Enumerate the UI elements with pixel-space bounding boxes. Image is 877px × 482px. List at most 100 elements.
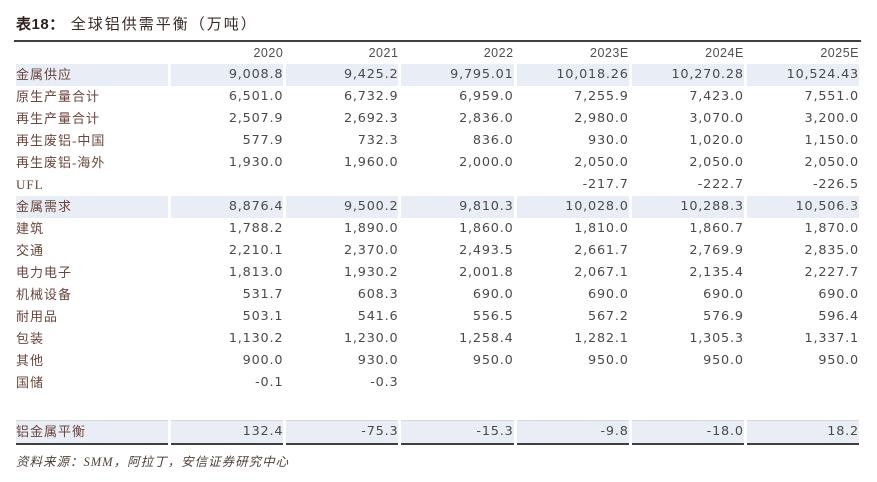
- value-cell: 7,255.9: [574, 89, 629, 104]
- value-cell: 576.9: [703, 309, 744, 324]
- table-row: 交通 2,210.1 2,370.0 2,493.5 2,661.7 2,769.9 2,8…: [16, 240, 859, 262]
- value-cell: 950.0: [472, 353, 514, 368]
- value-cell: 2,067.1: [574, 265, 629, 280]
- header-year-cell: 2024E: [705, 46, 744, 60]
- row-label-cell: 国储: [16, 375, 45, 390]
- value-cell: 18.2: [746, 421, 859, 445]
- value-cell: 10,288.3: [631, 196, 744, 218]
- table-row: 再生废铝-海外 1,930.0 1,960.0 2,000.0 2,050.0 2,050…: [16, 152, 859, 174]
- value-cell: 1,282.1: [574, 331, 629, 346]
- value-cell: 3,070.0: [689, 111, 744, 126]
- value-cell: 1,150.0: [804, 133, 859, 148]
- value-cell: 596.4: [818, 309, 859, 324]
- row-label-cell: 耐用品: [16, 309, 59, 324]
- value-cell: 1,788.2: [228, 221, 284, 236]
- value-cell: 2,135.4: [689, 265, 744, 280]
- value-cell: 1,860.7: [689, 221, 744, 236]
- value-cell: [171, 174, 283, 196]
- row-label-cell: 金属供应: [16, 64, 169, 86]
- header-corner-cell: [16, 42, 168, 64]
- value-cell: [516, 394, 629, 421]
- value-cell: 8,876.4: [171, 196, 284, 218]
- value-cell: 1,930.0: [228, 155, 284, 170]
- value-cell: 556.5: [472, 309, 514, 324]
- row-label-cell: [16, 394, 169, 421]
- value-cell: 950.0: [588, 353, 629, 368]
- value-cell: 6,732.9: [343, 89, 399, 104]
- row-label-cell: 机械设备: [16, 287, 73, 302]
- years-header-row: 2020 2021 2022 2023E 2024E 2025E: [16, 42, 859, 64]
- value-cell: -9.8: [516, 421, 629, 445]
- value-cell: 950.0: [818, 353, 859, 368]
- value-cell: 9,008.8: [171, 64, 284, 86]
- value-cell: [747, 372, 859, 394]
- row-label-cell: 再生废铝-海外: [16, 155, 106, 170]
- value-cell: 9,500.2: [286, 196, 399, 218]
- value-cell: [286, 174, 398, 196]
- value-cell: 2,210.1: [228, 243, 284, 258]
- supply-demand-table: 2020 2021 2022 2023E 2024E 2025E 金属供应 9,0…: [13, 42, 862, 445]
- table-row: 再生产量合计 2,507.9 2,692.3 2,836.0 2,980.0 3,070.…: [16, 108, 859, 130]
- value-cell: 2,692.3: [343, 111, 399, 126]
- value-cell: -75.3: [286, 421, 399, 445]
- value-cell: 2,050.0: [574, 155, 629, 170]
- value-cell: 1,890.0: [343, 221, 399, 236]
- row-label-cell: 金属需求: [16, 196, 169, 218]
- value-cell: [401, 394, 514, 421]
- value-cell: 10,524.43: [746, 64, 859, 86]
- value-cell: 1,810.0: [574, 221, 629, 236]
- header-year-cell: 2021: [368, 46, 399, 60]
- source-note: 资料来源：SMM，阿拉丁，安信证券研究中心: [16, 451, 862, 470]
- row-label-cell: UFL: [16, 177, 44, 192]
- value-cell: 10,270.28: [631, 64, 744, 86]
- value-cell: [401, 372, 513, 394]
- table-title-text: 全球铝供需平衡（万吨）: [70, 17, 258, 33]
- value-cell: 2,227.7: [804, 265, 859, 280]
- value-cell: 10,018.26: [516, 64, 629, 86]
- value-cell: 1,258.4: [459, 331, 514, 346]
- value-cell: 10,506.3: [746, 196, 859, 218]
- value-cell: 900.0: [242, 353, 284, 368]
- value-cell: 1,020.0: [689, 133, 744, 148]
- row-label-cell: 电力电子: [16, 265, 73, 280]
- table-title: 表18： 全球铝供需平衡（万吨）: [14, 13, 861, 42]
- value-cell: -226.5: [812, 177, 859, 192]
- value-cell: 2,507.9: [228, 111, 284, 126]
- value-cell: 2,000.0: [459, 155, 514, 170]
- value-cell: [517, 372, 629, 394]
- row-label-cell: 铝金属平衡: [16, 421, 169, 445]
- value-cell: 3,200.0: [804, 111, 859, 126]
- value-cell: 690.0: [588, 287, 629, 302]
- value-cell: 836.0: [472, 133, 514, 148]
- value-cell: [401, 174, 513, 196]
- row-label-cell: 其他: [16, 353, 45, 368]
- value-cell: 2,493.5: [459, 243, 514, 258]
- row-label-cell: 建筑: [16, 221, 45, 236]
- value-cell: 567.2: [588, 309, 629, 324]
- table-row: 金属供应 9,008.8 9,425.2 9,795.01 10,018.26 10,27…: [16, 64, 859, 86]
- header-year-cell: 2020: [253, 46, 284, 60]
- table-row: 国储 -0.1 -0.3: [16, 372, 859, 394]
- row-label-cell: 再生产量合计: [16, 111, 101, 126]
- value-cell: 6,501.0: [228, 89, 284, 104]
- value-cell: 9,425.2: [286, 64, 399, 86]
- value-cell: [632, 372, 744, 394]
- value-cell: -0.3: [370, 375, 399, 390]
- value-cell: 2,980.0: [574, 111, 629, 126]
- value-cell: -222.7: [697, 177, 744, 192]
- table-row: 金属需求 8,876.4 9,500.2 9,810.3 10,028.0 10,288.…: [16, 196, 859, 218]
- value-cell: 930.0: [588, 133, 629, 148]
- value-cell: 132.4: [171, 421, 284, 445]
- source-label: 资料来源：: [16, 455, 84, 469]
- value-cell: 1,337.1: [804, 331, 859, 346]
- table-row: 再生废铝-中国 577.9 732.3 836.0 930.0 1,020.0 1,150.…: [16, 130, 859, 152]
- table-row: 电力电子 1,813.0 1,930.2 2,001.8 2,067.1 2,135.4 2…: [16, 262, 859, 284]
- report-table-section: 表18： 全球铝供需平衡（万吨） 2020 2021 2022 2023E 202…: [13, 13, 862, 470]
- value-cell: 577.9: [242, 133, 284, 148]
- value-cell: 690.0: [472, 287, 514, 302]
- value-cell: -18.0: [631, 421, 744, 445]
- table-row: 铝金属平衡 132.4 -75.3 -15.3 -9.8 -18.0 18.2: [16, 421, 859, 445]
- value-cell: 1,860.0: [459, 221, 514, 236]
- row-label-cell: 交通: [16, 243, 45, 258]
